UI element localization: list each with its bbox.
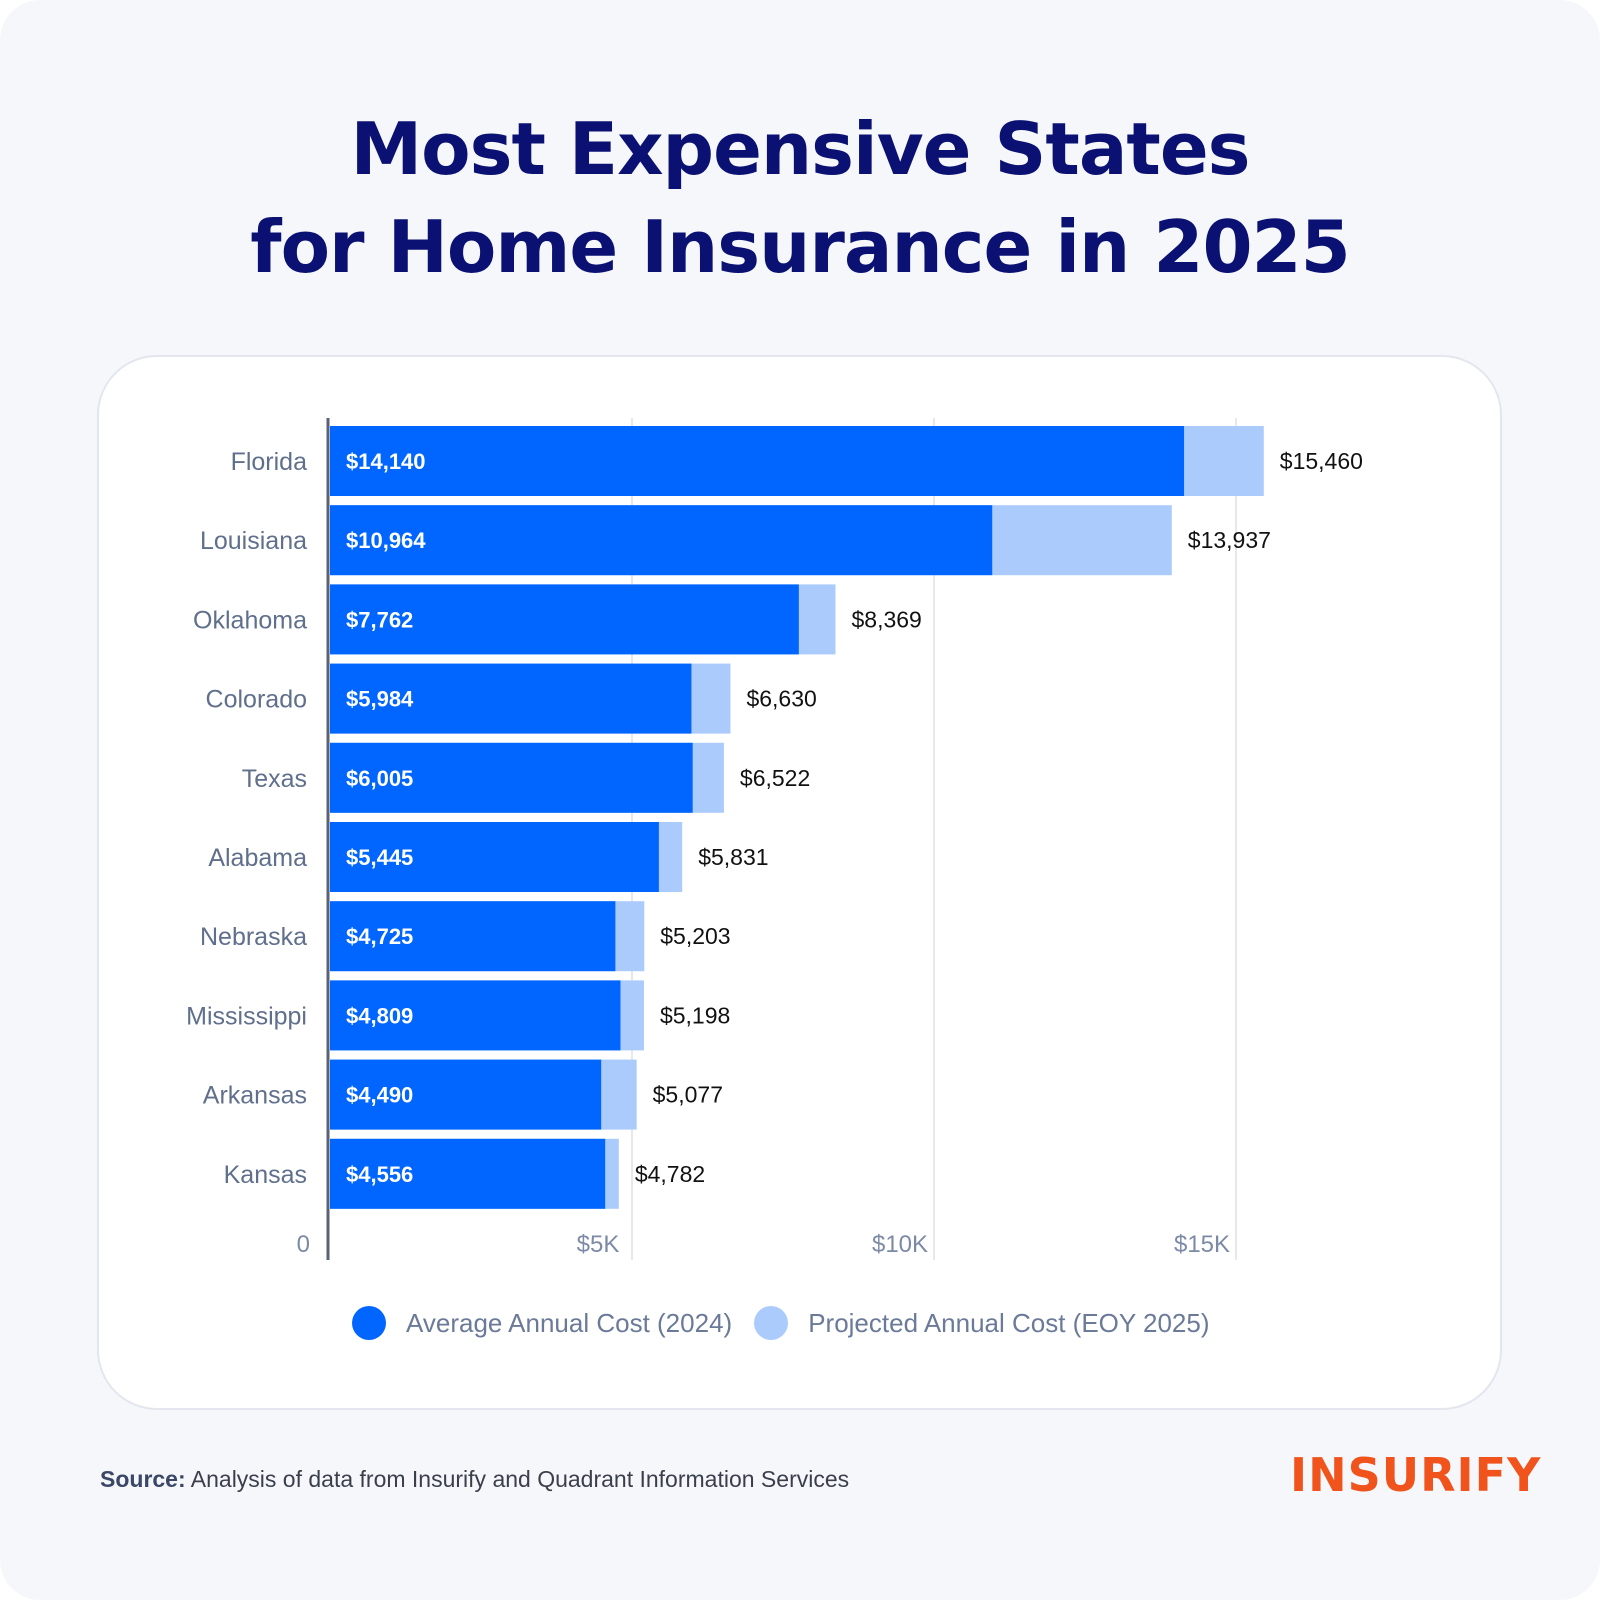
bar-average-2024 (330, 901, 616, 972)
category-label: Oklahoma (193, 606, 307, 634)
bar-average-2024 (330, 426, 1185, 496)
bar-average-2024 (330, 822, 659, 892)
legend-swatch-2025 (754, 1306, 789, 1340)
source-note: Source: Analysis of data from Insurify a… (100, 1466, 849, 1493)
x-tick-label: $5K (577, 1231, 620, 1258)
legend-item-2025: Projected Annual Cost (EOY 2025) (754, 1306, 1210, 1340)
bar-label-2025: $13,937 (1188, 527, 1271, 553)
bar-label-2024: $5,984 (346, 687, 414, 712)
source-label: Source: (100, 1466, 186, 1492)
legend-label-2024: Average Annual Cost (2024) (406, 1307, 733, 1338)
bar-label-2025: $4,782 (635, 1161, 705, 1187)
chart-legend: Average Annual Cost (2024) Projected Ann… (352, 1306, 1232, 1340)
bar-label-2025: $5,198 (660, 1002, 730, 1028)
legend-label-2025: Projected Annual Cost (EOY 2025) (808, 1307, 1210, 1338)
bar-label-2025: $6,522 (740, 765, 810, 791)
legend-item-2024: Average Annual Cost (2024) (352, 1306, 732, 1340)
bar-average-2024 (330, 1059, 602, 1130)
x-tick-label: $10K (872, 1231, 928, 1258)
bar-average-2024 (330, 505, 993, 576)
bar-label-2025: $6,630 (746, 686, 816, 712)
bar-label-2025: $8,369 (851, 606, 921, 632)
x-tick-label: $15K (1174, 1231, 1230, 1258)
category-label: Mississippi (186, 1002, 307, 1030)
x-tick-label: 0 (297, 1231, 310, 1258)
category-label: Alabama (208, 844, 307, 872)
bar-average-2024 (330, 742, 693, 813)
bar-label-2024: $10,964 (346, 528, 426, 553)
category-label: Colorado (206, 686, 307, 714)
category-label: Kansas (224, 1161, 307, 1189)
category-label: Texas (242, 765, 307, 793)
bar-average-2024 (330, 980, 621, 1051)
bar-label-2024: $4,490 (346, 1083, 413, 1108)
bar-label-2024: $4,809 (346, 1003, 413, 1028)
bar-average-2024 (330, 663, 692, 734)
bar-label-2025: $5,077 (653, 1082, 723, 1108)
bar-label-2025: $5,203 (660, 923, 730, 949)
title-line-2: for Home Insurance in 2025 (250, 205, 1351, 289)
bar-label-2025: $5,831 (698, 844, 768, 870)
title-line-1: Most Expensive States (350, 107, 1250, 191)
bar-average-2024 (330, 584, 799, 655)
category-label: Louisiana (200, 527, 307, 555)
source-text: Analysis of data from Insurify and Quadr… (190, 1466, 850, 1492)
bar-label-2024: $4,556 (346, 1162, 413, 1187)
bar-label-2024: $6,005 (346, 766, 413, 791)
legend-swatch-2024 (352, 1306, 386, 1340)
bar-label-2024: $5,445 (346, 845, 413, 870)
category-label: Nebraska (200, 923, 307, 951)
bar-label-2025: $15,460 (1280, 448, 1363, 474)
bar-average-2024 (330, 1138, 606, 1209)
insurify-logo: INSURIFY (1290, 1448, 1542, 1502)
bar-label-2024: $14,140 (346, 449, 426, 474)
chart-title: Most Expensive States for Home Insurance… (0, 100, 1600, 296)
category-label: Florida (231, 448, 308, 476)
bar-label-2024: $7,762 (346, 607, 413, 632)
category-label: Arkansas (203, 1082, 307, 1110)
bar-label-2024: $4,725 (346, 924, 413, 949)
